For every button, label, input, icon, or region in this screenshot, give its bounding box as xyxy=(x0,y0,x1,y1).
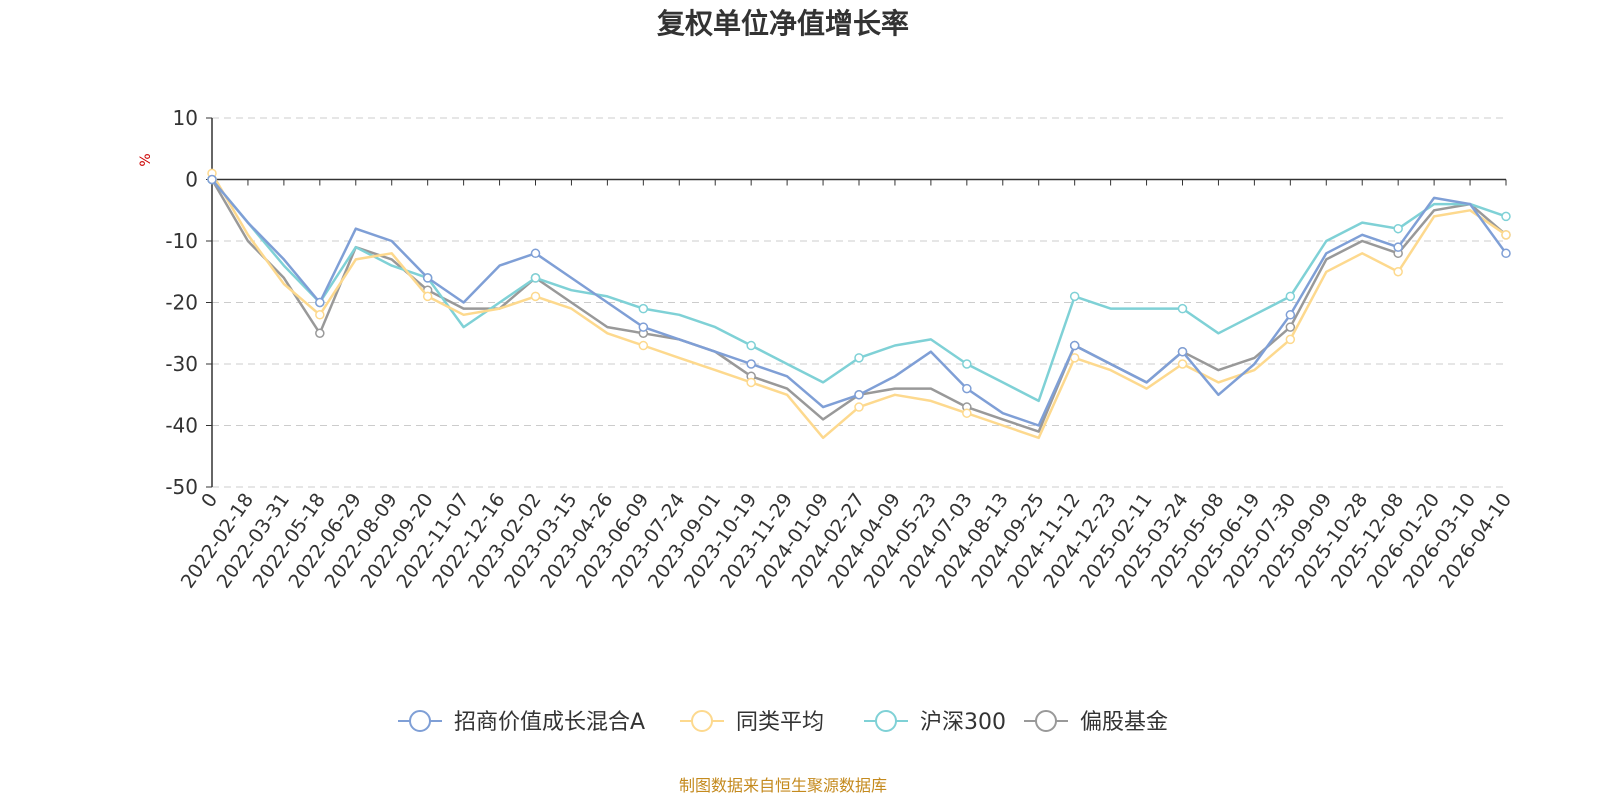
legend-label: 沪深300 xyxy=(920,710,1006,735)
data-point xyxy=(422,291,433,302)
legend-circle-icon xyxy=(1035,710,1057,732)
grid-lines xyxy=(212,117,1506,488)
data-point xyxy=(854,402,864,412)
data-point xyxy=(638,340,649,351)
data-point xyxy=(1285,322,1296,332)
legend-circle-icon xyxy=(875,710,897,732)
data-point xyxy=(1069,340,1080,351)
series-line xyxy=(211,178,1507,403)
data-point xyxy=(1501,230,1511,240)
data-point xyxy=(315,328,325,338)
legend-circle-icon xyxy=(409,710,431,732)
data-point xyxy=(638,303,649,314)
legend-item[interactable]: 偏股基金 xyxy=(1024,710,1168,735)
data-point xyxy=(746,359,756,369)
series-lines xyxy=(207,168,1511,440)
data-point xyxy=(530,248,541,259)
y-tick-label: 0 xyxy=(185,168,198,192)
y-tick-label: -50 xyxy=(165,475,198,499)
data-point xyxy=(530,273,541,283)
data-point xyxy=(530,291,541,302)
legend-item[interactable]: 沪深300 xyxy=(864,710,1006,735)
data-point xyxy=(1285,291,1296,302)
data-point xyxy=(1393,242,1403,252)
legend-item[interactable]: 招商价值成长混合A xyxy=(398,710,645,735)
data-point xyxy=(1177,359,1188,369)
data-point xyxy=(638,322,649,332)
data-point xyxy=(1501,211,1511,222)
legend[interactable]: 招商价值成长混合A 同类平均 沪深300 偏股基金 xyxy=(398,710,1168,735)
data-point xyxy=(207,174,217,185)
data-point xyxy=(746,340,756,351)
y-tick-label: 10 xyxy=(173,106,198,130)
data-point xyxy=(315,297,325,308)
y-axis-unit: % xyxy=(138,153,154,166)
y-tick-label: -10 xyxy=(165,229,198,253)
data-point xyxy=(962,408,972,418)
y-tick-label: -30 xyxy=(165,352,198,376)
data-point xyxy=(1285,310,1296,320)
data-point xyxy=(1177,346,1188,357)
data-point xyxy=(1069,353,1080,363)
axes: 100-10-20-30-40-5002022-02-182022-03-312… xyxy=(165,106,1516,592)
legend-circle-icon xyxy=(691,710,713,732)
data-point xyxy=(1177,303,1188,314)
source-note: 制图数据来自恒生聚源数据库 xyxy=(679,776,887,795)
data-point xyxy=(962,383,972,394)
x-tick-label: 0 xyxy=(197,489,222,512)
chart-title: 复权单位净值增长率 xyxy=(657,7,909,40)
data-point xyxy=(854,390,864,400)
data-point xyxy=(315,310,325,320)
y-tick-label: -40 xyxy=(165,414,198,438)
y-tick-label: -20 xyxy=(165,291,198,315)
data-point xyxy=(1393,267,1403,277)
legend-item[interactable]: 同类平均 xyxy=(680,710,824,735)
data-point xyxy=(1285,334,1296,345)
data-point xyxy=(1393,223,1403,234)
data-point xyxy=(746,377,756,388)
data-point xyxy=(1069,291,1080,302)
data-point xyxy=(422,273,433,283)
data-point xyxy=(1501,248,1511,259)
legend-label: 偏股基金 xyxy=(1080,710,1168,735)
data-point xyxy=(854,353,864,363)
legend-label: 同类平均 xyxy=(736,710,824,735)
data-point xyxy=(962,359,972,369)
legend-label: 招商价值成长混合A xyxy=(454,710,645,735)
